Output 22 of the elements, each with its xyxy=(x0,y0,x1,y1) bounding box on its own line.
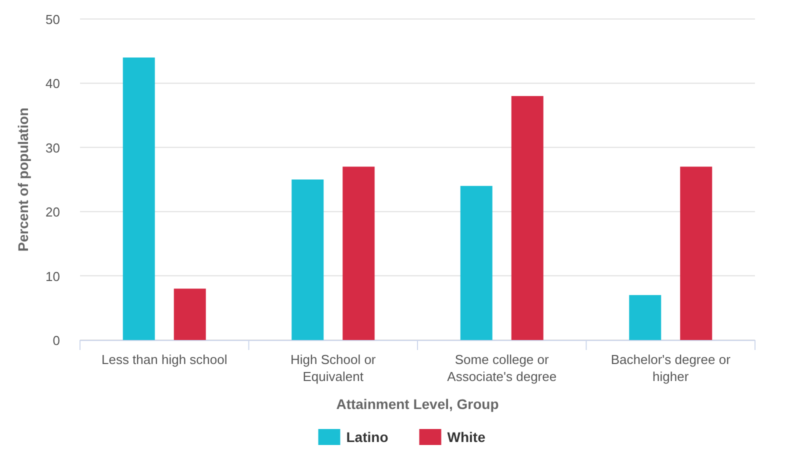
bar xyxy=(292,180,324,340)
bar xyxy=(174,288,206,340)
x-tick-label: High School or Equivalent xyxy=(290,352,376,384)
bar xyxy=(460,186,492,340)
y-tick-label: 0 xyxy=(52,333,60,348)
y-axis-title: Percent of population xyxy=(15,108,31,252)
legend-label: White xyxy=(447,429,486,445)
bar xyxy=(680,166,712,340)
y-tick-label: 10 xyxy=(46,268,60,284)
y-tick-label: 50 xyxy=(46,12,60,27)
bar xyxy=(122,58,155,340)
bar xyxy=(629,295,662,340)
bar xyxy=(342,166,375,340)
x-tick-label: Less than high school xyxy=(101,352,228,367)
y-tick-label: 30 xyxy=(46,140,60,156)
legend-label: Latino xyxy=(346,429,388,445)
y-tick-label: 40 xyxy=(46,76,60,92)
y-tick-label: 20 xyxy=(46,204,60,220)
bar xyxy=(511,96,544,340)
x-tick-label: Bachelor's degree or higher xyxy=(610,352,732,384)
x-tick-label: Some college or Associate's degree xyxy=(447,352,557,384)
x-axis-title: Attainment Level, Group xyxy=(336,396,499,412)
